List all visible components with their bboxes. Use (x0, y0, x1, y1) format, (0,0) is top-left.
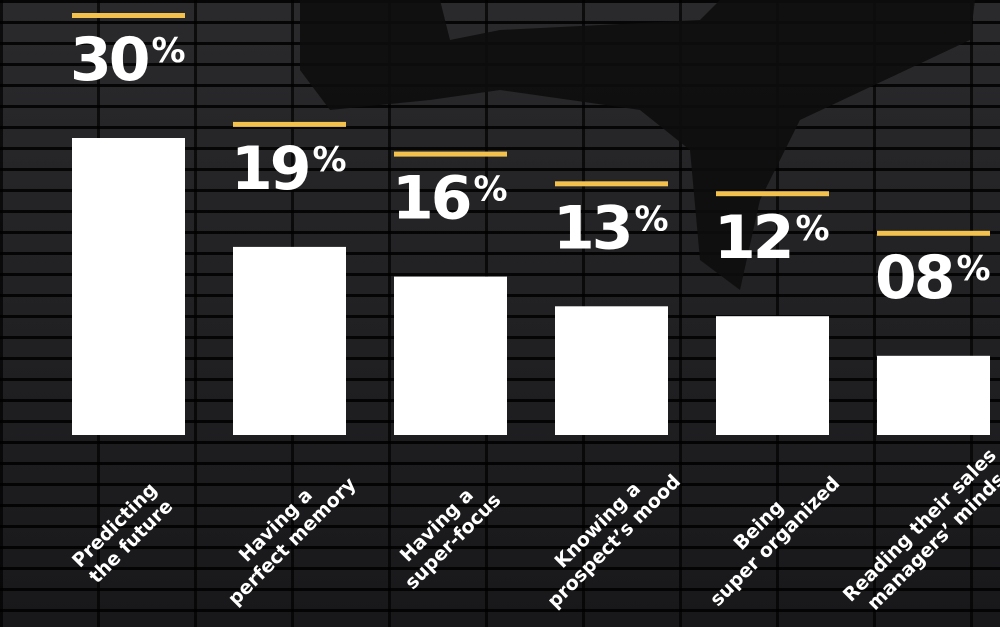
value-label: 12% (714, 203, 829, 273)
value-label: 19% (231, 134, 346, 204)
accent-line (72, 13, 185, 18)
value-label: 16% (392, 164, 507, 234)
legs-silhouette (300, 0, 975, 290)
value-label: 13% (553, 193, 668, 263)
category-label-group: Reading their salesmanagers’ minds (839, 444, 1000, 622)
accent-line (877, 230, 990, 236)
bar (555, 306, 668, 435)
category-label-group: Knowing aprospect’s mood (527, 454, 685, 613)
category-label: Having asuper-focus (384, 473, 505, 594)
bar (394, 276, 507, 435)
category-label: Having aperfect memory (207, 457, 360, 610)
category-label: Reading their salesmanagers’ minds (839, 444, 1000, 622)
value-label: 30% (70, 25, 185, 95)
bar (233, 246, 346, 435)
category-label: Predictingthe future (68, 479, 178, 589)
category-label-group: Predictingthe future (68, 479, 178, 589)
category-label-group: Having asuper-focus (384, 473, 506, 594)
accent-line (394, 151, 507, 157)
category-label-group: Beingsuper organized (690, 456, 845, 611)
category-label-group: Having aperfect memory (207, 457, 361, 610)
accent-line (716, 191, 829, 197)
accent-line (555, 181, 668, 187)
bar (72, 138, 185, 435)
bar (716, 316, 829, 435)
value-label: 08% (875, 243, 990, 313)
category-label: Beingsuper organized (690, 456, 845, 611)
category-label: Knowing aprospect’s mood (527, 454, 685, 612)
accent-line (233, 121, 346, 127)
bar (877, 355, 990, 435)
